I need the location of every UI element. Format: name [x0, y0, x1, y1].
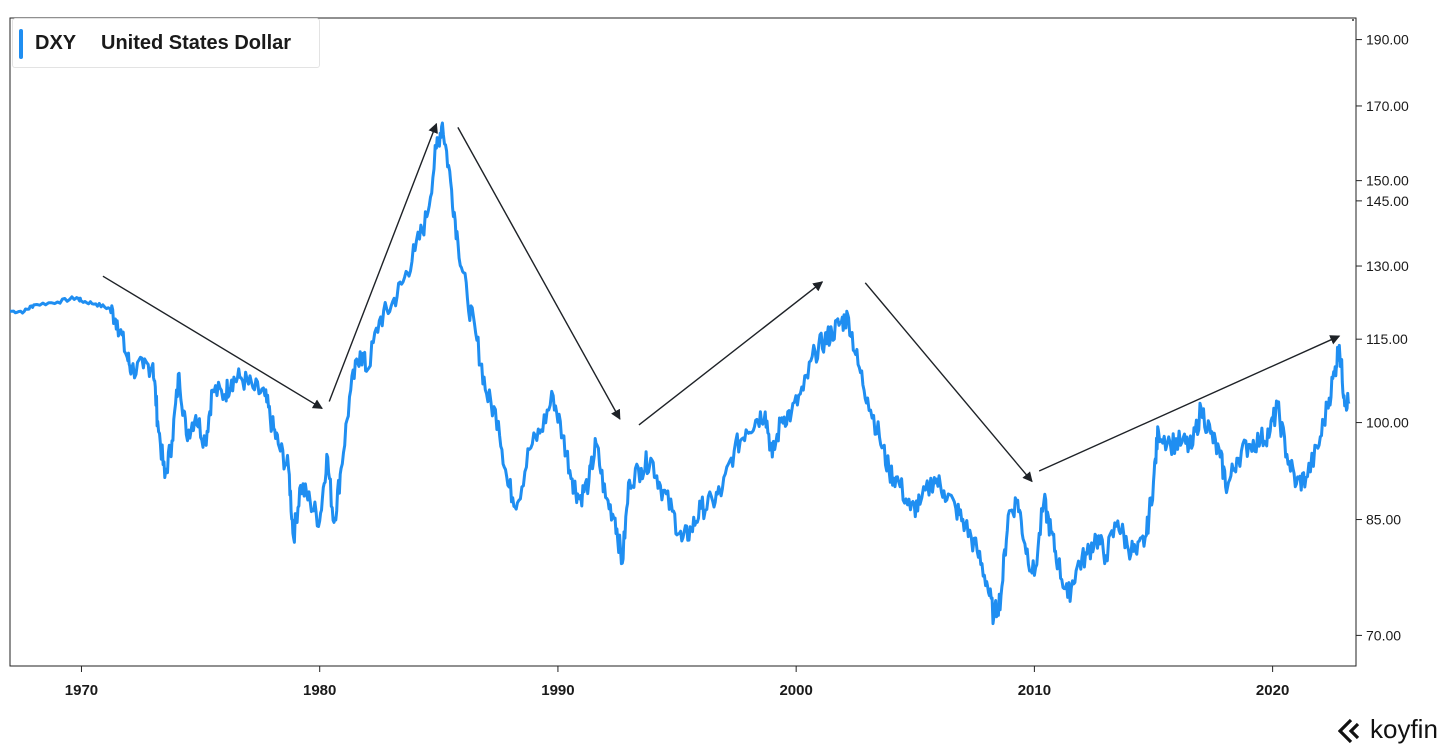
x-axis: 1970 1980 1990 2000 2010 2020: [65, 666, 1289, 699]
y-tick-label: 130.00: [1366, 258, 1409, 274]
y-tick-label: 145.00: [1366, 193, 1409, 209]
koyfin-chevron-icon: [1338, 718, 1360, 744]
x-tick-label: 2000: [779, 682, 812, 699]
y-tick-label: 150.00: [1366, 173, 1409, 189]
trend-arrow: [638, 281, 824, 426]
y-tick-label: 190.00: [1366, 32, 1409, 48]
trend-arrow: [1038, 335, 1341, 472]
y-tick-label: 100.00: [1366, 415, 1409, 431]
corner-dot: [1352, 19, 1354, 21]
y-tick-label: 170.00: [1366, 98, 1409, 114]
legend: DXY United States Dollar: [12, 18, 320, 68]
series-line-dxy: [10, 121, 1351, 626]
series-layer: [10, 121, 1351, 626]
koyfin-wordmark: koyfin: [1370, 714, 1438, 744]
y-tick-label: 115.00: [1366, 331, 1408, 347]
trend-arrow: [864, 282, 1033, 483]
legend-ticker: DXY: [35, 32, 77, 54]
legend-swatch: [19, 29, 23, 59]
trend-arrow: [457, 127, 621, 420]
x-tick-label: 2010: [1018, 682, 1051, 699]
y-tick-label: 70.00: [1366, 627, 1401, 643]
y-axis: 190.00 170.00 150.00 145.00 130.00 115.00 100.…: [1356, 32, 1409, 643]
y-tick-label: 85.00: [1366, 512, 1401, 528]
x-tick-label: 1970: [65, 682, 98, 699]
legend-series-name: United States Dollar: [101, 32, 292, 54]
trend-arrow: [102, 275, 323, 410]
x-tick-label: 2020: [1256, 682, 1289, 699]
trend-arrows: [102, 122, 1341, 483]
trend-arrow: [328, 122, 438, 402]
x-tick-label: 1990: [541, 682, 574, 699]
plot-frame: [9, 17, 1357, 667]
x-tick-label: 1980: [303, 682, 336, 699]
